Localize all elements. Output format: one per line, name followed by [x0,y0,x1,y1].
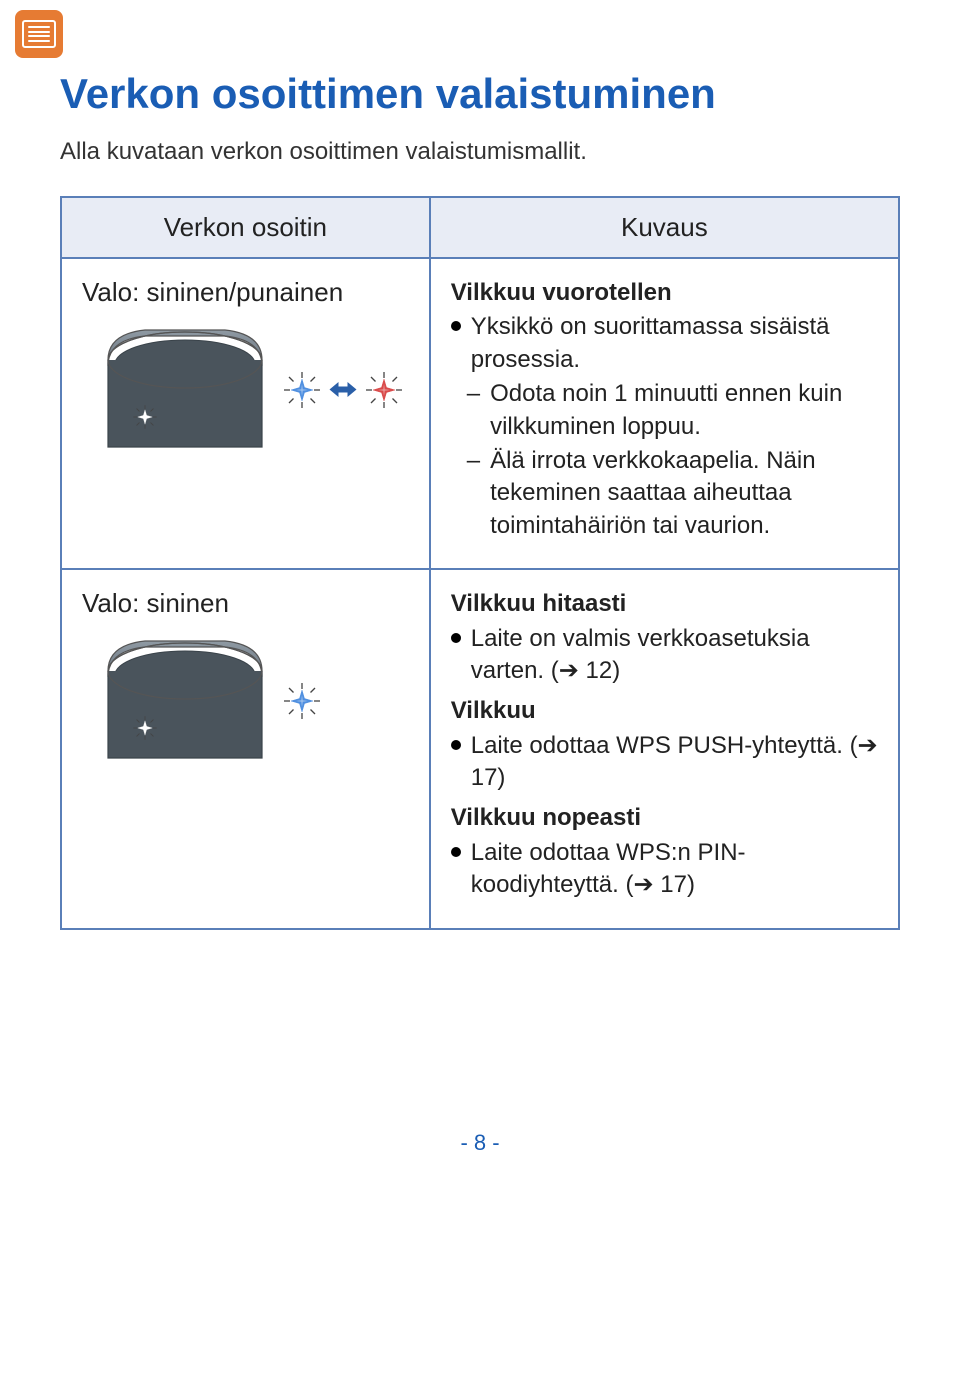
table-header-description: Kuvaus [430,197,899,258]
menu-badge-icon [15,10,63,58]
speaker-device-icon [100,633,270,763]
description-heading: Vilkkuu [451,695,878,727]
description-heading: Vilkkuu vuorotellen [451,277,878,309]
intro-text: Alla kuvataan verkon osoittimen valaistu… [60,138,900,166]
table-header-indicator: Verkon osoitin [61,197,430,258]
double-arrow-icon [328,379,358,400]
indicator-label: Valo: sininen/punainen [82,277,409,308]
description-heading: Vilkkuu hitaasti [451,588,878,620]
light-sparkle-icon [364,370,404,410]
dash-item: –Odota noin 1 minuutti ennen kuin vilkku… [467,378,878,443]
indicator-table: Verkon osoitin Kuvaus Valo: sininen/puna… [60,196,900,930]
page-number: - 8 - [60,1130,900,1156]
bullet-item: Laite on valmis verkkoasetuksia varten. … [451,623,878,688]
dash-item: –Älä irrota verkkokaapelia. Näin tekemin… [467,445,878,542]
bullet-item: Laite odottaa WPS PUSH-yhteyttä. (➔ 17) [451,730,878,795]
bullet-item: Yksikkö on suorittamassa sisäistä proses… [451,311,878,376]
description-heading: Vilkkuu nopeasti [451,802,878,834]
table-row: Valo: sininen/punainen [61,258,899,569]
speaker-device-icon [100,322,270,452]
page-title: Verkon osoittimen valaistuminen [60,70,900,118]
indicator-label: Valo: sininen [82,588,409,619]
bullet-item: Laite odottaa WPS:n PIN-koodiyhteyttä. (… [451,837,878,902]
table-row: Valo: sininen [61,569,899,929]
light-sparkle-icon [132,404,158,430]
light-sparkle-icon [282,681,322,721]
light-sparkle-icon [132,715,158,741]
light-sparkle-icon [282,370,322,410]
